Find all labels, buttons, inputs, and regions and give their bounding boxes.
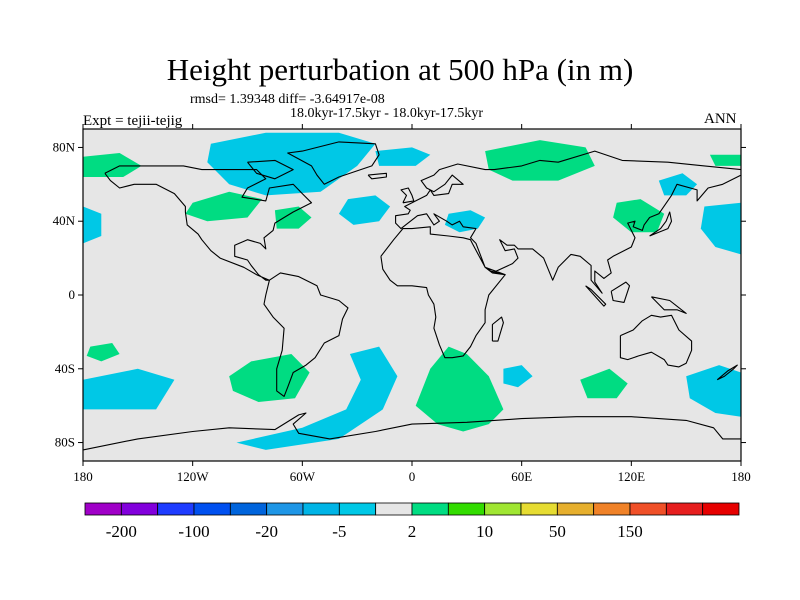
colorbar-swatch bbox=[665, 502, 704, 516]
colorbar-swatch bbox=[193, 502, 231, 516]
coastline-baffin bbox=[247, 159, 294, 180]
season-label: ANN bbox=[704, 111, 737, 127]
colorbar-label: 150 bbox=[617, 522, 643, 541]
colorbar-swatch bbox=[120, 502, 159, 516]
coastline-north-america bbox=[104, 165, 313, 281]
anomaly-central-asia-positive bbox=[613, 199, 665, 233]
lon-tick-label: 180 bbox=[731, 469, 751, 484]
lat-tick-label: 80S bbox=[55, 435, 75, 450]
colorbar-swatch bbox=[629, 502, 667, 516]
coastline-afro-eurasia bbox=[380, 150, 741, 359]
anomaly-north-america-positive bbox=[185, 191, 263, 222]
anomaly-sw-pacific-negative bbox=[686, 365, 741, 417]
coastline-new-guinea bbox=[651, 296, 687, 314]
colorbar-swatch bbox=[229, 502, 268, 516]
anomaly-south-pacific-negative bbox=[83, 368, 175, 410]
lon-tick-label: 120E bbox=[618, 469, 646, 484]
coastline-greenland bbox=[287, 141, 380, 185]
colorbar-swatch bbox=[447, 502, 486, 516]
anomaly-southern-ocean-positive bbox=[415, 346, 504, 432]
anomaly-mid-atlantic-negative bbox=[338, 195, 391, 225]
colorbar-swatch bbox=[556, 502, 595, 516]
colorbar-swatch bbox=[338, 502, 377, 516]
colorbar-swatch bbox=[157, 502, 195, 516]
coastline-madagascar bbox=[491, 316, 504, 342]
stats-line: rmsd= 1.39348 diff= -3.64917e-08 bbox=[190, 92, 385, 107]
coastline-layer bbox=[83, 141, 741, 451]
colorbar-label: 50 bbox=[549, 522, 566, 541]
anomaly-south-indian-positive bbox=[580, 368, 628, 399]
colorbar-label: -200 bbox=[106, 522, 137, 541]
colorbar-swatch bbox=[84, 502, 122, 516]
anomaly-ne-pacific-positive bbox=[83, 153, 142, 177]
anomaly-arctic-east-positive bbox=[709, 154, 741, 166]
lon-tick-label: 120W bbox=[177, 469, 210, 484]
colorbar-swatch bbox=[484, 502, 522, 516]
plot-subtitle: 18.0kyr-17.5kyr - 18.0kyr-17.5kyr bbox=[290, 106, 484, 121]
lon-tick-label: 180 bbox=[73, 469, 93, 484]
lon-tick-label: 0 bbox=[409, 469, 416, 484]
longitude-axis: 180 120W 60W 0 60E 120E 180 bbox=[73, 124, 751, 484]
lon-tick-label: 60E bbox=[511, 469, 532, 484]
anomaly-north-pacific-wrap bbox=[83, 206, 102, 244]
colorbar-label: -20 bbox=[255, 522, 278, 541]
coastline-japan bbox=[649, 211, 673, 237]
colorbar-swatch bbox=[411, 502, 449, 516]
lat-tick-label: 0 bbox=[69, 287, 76, 302]
anomaly-eastern-us-positive bbox=[274, 206, 312, 229]
coastline-iceland bbox=[367, 172, 387, 180]
colorbar-label: 2 bbox=[408, 522, 417, 541]
lon-tick-label: 60W bbox=[290, 469, 316, 484]
colorbar-label: -5 bbox=[332, 522, 346, 541]
colorbar-swatch bbox=[375, 502, 413, 516]
colorbar-swatch bbox=[520, 502, 558, 516]
anomaly-north-pacific-negative bbox=[700, 202, 741, 255]
colorbar-label: -100 bbox=[178, 522, 209, 541]
anomaly-north-atlantic-negative bbox=[375, 147, 431, 166]
lat-tick-label: 80N bbox=[53, 139, 76, 154]
anomaly-south-indian-negative bbox=[503, 365, 533, 388]
colorbar-swatch bbox=[702, 502, 740, 516]
coastline-new-zealand bbox=[716, 364, 738, 381]
colorbar-label: 10 bbox=[476, 522, 493, 541]
anomaly-southern-ocean-arc-negative bbox=[236, 346, 398, 450]
anomaly-south-atlantic-positive bbox=[229, 354, 310, 402]
coastline-australia bbox=[619, 314, 693, 368]
plot-title: Height perturbation at 500 hPa (in m) bbox=[166, 52, 634, 87]
coastline-sumatra bbox=[585, 285, 607, 307]
lat-tick-label: 40N bbox=[53, 213, 76, 228]
colorbar-swatch bbox=[302, 502, 340, 516]
coastline-borneo bbox=[610, 281, 631, 303]
experiment-label: Expt = tejii-tejig bbox=[83, 113, 183, 129]
colorbar-swatch bbox=[593, 502, 631, 516]
coastline-antarctica bbox=[83, 412, 741, 451]
coastline-south-america bbox=[263, 272, 349, 397]
anomaly-mediterranean-negative bbox=[444, 210, 486, 233]
colorbar-swatch bbox=[266, 502, 304, 516]
coastline-britain bbox=[400, 187, 415, 204]
colorbar: -200 -100 -20 -5 2 10 50 150 bbox=[84, 502, 740, 541]
latitude-axis: 80N 40N 0 40S 80S bbox=[53, 139, 746, 450]
map-background bbox=[83, 129, 741, 461]
lat-tick-label: 40S bbox=[55, 361, 75, 376]
anomaly-south-pacific-small-positive bbox=[86, 343, 120, 362]
